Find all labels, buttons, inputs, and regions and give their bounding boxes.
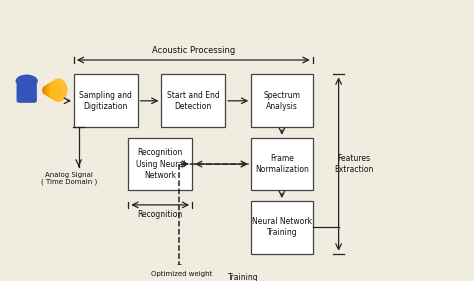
Ellipse shape [45, 84, 55, 97]
Ellipse shape [50, 79, 67, 101]
Ellipse shape [47, 81, 61, 99]
Text: Frame
Normalization: Frame Normalization [255, 154, 309, 174]
Text: Recognition
Using Neural
Network: Recognition Using Neural Network [136, 148, 185, 180]
Text: Sampling and
Digitization: Sampling and Digitization [80, 91, 132, 111]
Text: Optimized weight: Optimized weight [151, 271, 212, 277]
Text: Features
Extraction: Features Extraction [334, 154, 374, 174]
FancyBboxPatch shape [161, 74, 225, 127]
Ellipse shape [43, 86, 48, 94]
Text: Neural Network
Training: Neural Network Training [252, 217, 312, 237]
FancyBboxPatch shape [17, 84, 36, 102]
Text: Start and End
Detection: Start and End Detection [167, 91, 219, 111]
Text: Acoustic Processing: Acoustic Processing [152, 46, 235, 55]
FancyBboxPatch shape [251, 138, 313, 191]
Circle shape [16, 75, 37, 87]
Text: Spectrum
Analysis: Spectrum Analysis [264, 91, 301, 111]
FancyBboxPatch shape [74, 74, 138, 127]
Text: Analog Signal
( Time Domain ): Analog Signal ( Time Domain ) [41, 172, 97, 185]
FancyBboxPatch shape [128, 138, 192, 191]
FancyBboxPatch shape [251, 201, 313, 254]
Text: Recognition: Recognition [137, 210, 183, 219]
Text: Training: Training [228, 273, 259, 281]
FancyBboxPatch shape [251, 74, 313, 127]
